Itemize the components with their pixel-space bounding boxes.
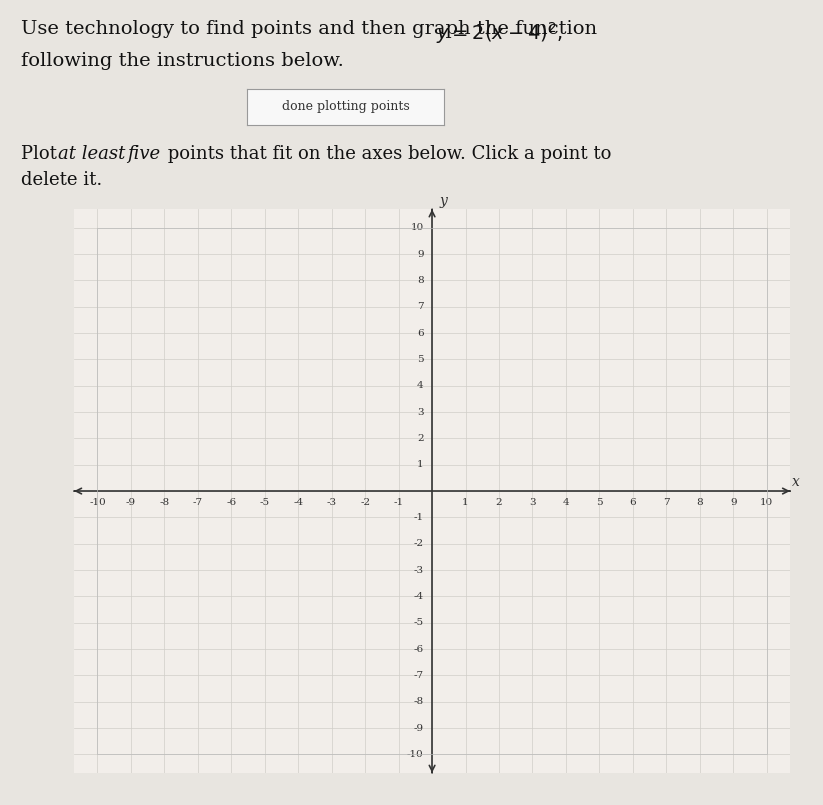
Text: 9: 9 [730, 497, 737, 506]
Text: 6: 6 [417, 328, 424, 337]
Text: 2: 2 [495, 497, 502, 506]
Text: Use technology to find points and then graph the function: Use technology to find points and then g… [21, 20, 603, 38]
Text: -3: -3 [327, 497, 337, 506]
Text: five: five [128, 145, 160, 163]
Text: 1: 1 [417, 460, 424, 469]
Text: $y = 2(x - 4)^2,$: $y = 2(x - 4)^2,$ [21, 20, 563, 46]
Text: -9: -9 [414, 724, 424, 733]
Text: 9: 9 [417, 250, 424, 258]
Text: -2: -2 [414, 539, 424, 548]
Text: -2: -2 [360, 497, 370, 506]
Text: -6: -6 [414, 645, 424, 654]
Text: 10: 10 [760, 497, 774, 506]
Text: -1: -1 [393, 497, 403, 506]
Text: x: x [792, 475, 800, 489]
Text: -10: -10 [407, 750, 424, 759]
Text: -4: -4 [414, 592, 424, 601]
Text: -4: -4 [293, 497, 304, 506]
Text: 8: 8 [417, 276, 424, 285]
Text: Plot: Plot [21, 145, 63, 163]
Text: -10: -10 [89, 497, 106, 506]
Text: -9: -9 [126, 497, 136, 506]
Text: -6: -6 [226, 497, 236, 506]
Text: 4: 4 [417, 382, 424, 390]
Text: 1: 1 [463, 497, 469, 506]
Text: 3: 3 [529, 497, 536, 506]
Text: 8: 8 [696, 497, 703, 506]
Text: y: y [439, 194, 448, 208]
Text: 5: 5 [596, 497, 602, 506]
Text: -5: -5 [260, 497, 270, 506]
Text: delete it.: delete it. [21, 171, 102, 188]
Text: 3: 3 [417, 407, 424, 416]
Text: 10: 10 [411, 223, 424, 232]
Text: -7: -7 [193, 497, 203, 506]
Text: -7: -7 [414, 671, 424, 680]
Text: 5: 5 [417, 355, 424, 364]
Text: points that fit on the axes below. Click a point to: points that fit on the axes below. Click… [162, 145, 611, 163]
Text: 7: 7 [417, 302, 424, 312]
Text: -8: -8 [160, 497, 170, 506]
Text: -1: -1 [414, 513, 424, 522]
Text: 2: 2 [417, 434, 424, 443]
Text: at least: at least [58, 145, 132, 163]
Text: 4: 4 [563, 497, 570, 506]
Text: -8: -8 [414, 697, 424, 706]
Text: 6: 6 [630, 497, 636, 506]
Text: following the instructions below.: following the instructions below. [21, 52, 343, 70]
Text: -3: -3 [414, 566, 424, 575]
Text: 7: 7 [663, 497, 670, 506]
Text: -5: -5 [414, 618, 424, 627]
Text: done plotting points: done plotting points [281, 100, 410, 114]
